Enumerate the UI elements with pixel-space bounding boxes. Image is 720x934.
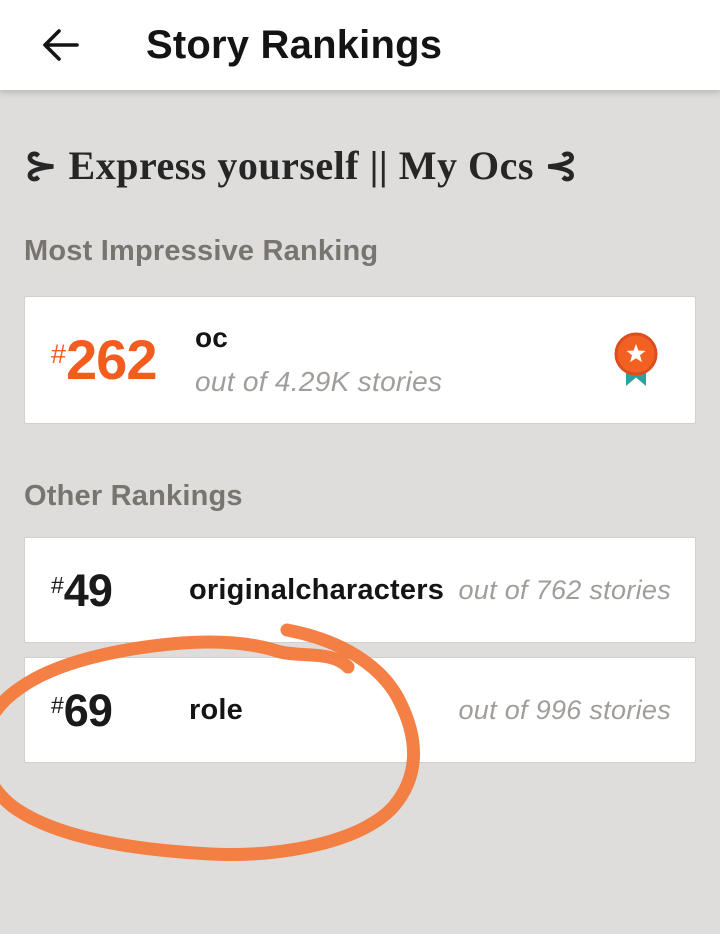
app-bar: Story Rankings — [0, 0, 720, 90]
back-button[interactable] — [38, 23, 82, 67]
rank: # 49 — [51, 568, 189, 613]
out-of-stories: out of 4.29K stories — [195, 366, 443, 397]
ranking-card-role[interactable]: # 69 role out of 996 stories — [24, 657, 696, 763]
featured-rank: # 262 — [51, 332, 195, 388]
featured-section-heading: Most Impressive Ranking — [24, 235, 379, 267]
ranking-card-originalcharacters[interactable]: # 49 originalcharacters out of 762 stori… — [24, 537, 696, 643]
tag-info: oc out of 4.29K stories — [195, 322, 442, 398]
rank: # 69 — [51, 688, 189, 733]
featured-ranking-card[interactable]: # 262 oc out of 4.29K stories — [24, 296, 696, 424]
other-section-heading: Other Rankings — [24, 480, 243, 512]
rank-hash: # — [51, 339, 67, 369]
out-of-stories: out of 762 stories — [458, 574, 671, 605]
page-title: Story Rankings — [146, 22, 443, 67]
out-of-stories: out of 996 stories — [458, 694, 671, 725]
rank-number: 262 — [66, 328, 157, 391]
tag-name: role — [189, 693, 243, 726]
back-arrow-icon — [43, 29, 79, 61]
tag-name: originalcharacters — [189, 573, 445, 606]
story-title: ⊱ Express yourself || My Ocs ⊰ — [24, 143, 579, 188]
rank-hash: # — [51, 571, 64, 598]
medal-star — [626, 344, 646, 363]
rank-number: 49 — [63, 564, 113, 616]
rank-hash: # — [51, 691, 64, 718]
medal-badge-icon — [614, 332, 658, 386]
tag-name: oc — [195, 322, 229, 353]
rank-number: 69 — [63, 684, 113, 736]
content-area: ⊱ Express yourself || My Ocs ⊰ Most Impr… — [0, 142, 720, 763]
